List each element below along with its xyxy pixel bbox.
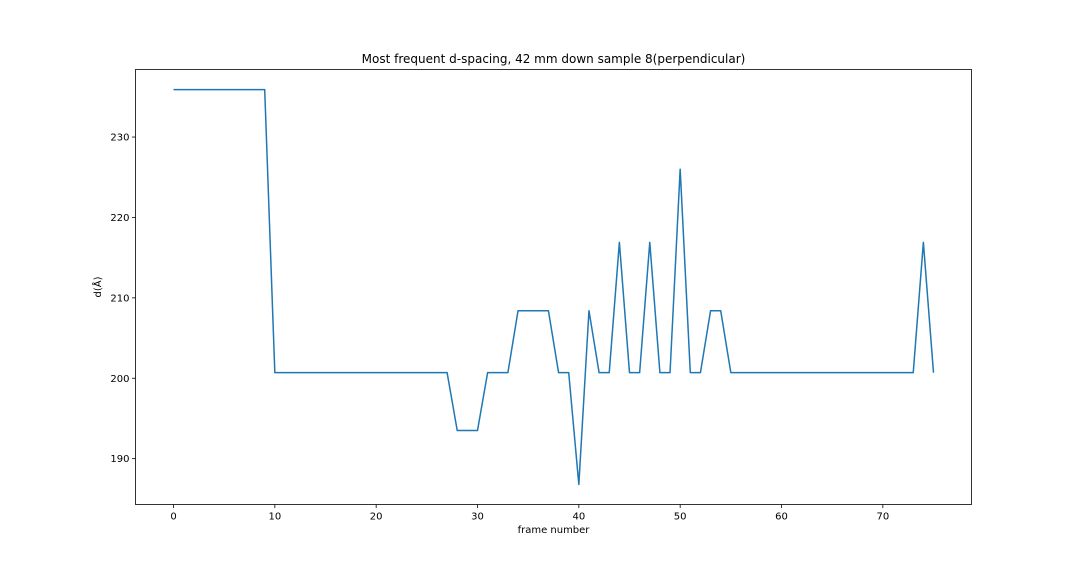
x-tick-label: 10 — [268, 512, 281, 523]
plot-area — [173, 88, 935, 486]
y-tick-label: 200 — [110, 374, 129, 385]
y-tick-label: 230 — [110, 133, 129, 144]
x-tick-label: 30 — [471, 512, 484, 523]
y-axis-label: d(Å) — [91, 276, 104, 297]
x-axis-ticks: 0 10 20 30 40 50 60 70 — [170, 504, 889, 523]
y-axis-ticks: 190 200 210 220 230 — [110, 133, 136, 465]
x-tick-label: 70 — [876, 512, 889, 523]
x-tick-label: 60 — [775, 512, 788, 523]
plot-frame — [135, 69, 972, 505]
y-tick-label: 220 — [110, 213, 129, 224]
x-tick-label: 20 — [370, 512, 383, 523]
y-tick-label: 190 — [110, 454, 129, 465]
x-tick-label: 0 — [170, 512, 176, 523]
x-tick-label: 50 — [674, 512, 687, 523]
series-line-0 — [173, 88, 935, 486]
chart-title: Most frequent d-spacing, 42 mm down samp… — [362, 52, 746, 66]
x-tick-label: 40 — [572, 512, 585, 523]
y-tick-label: 210 — [110, 293, 129, 304]
x-axis-label: frame number — [518, 525, 591, 536]
